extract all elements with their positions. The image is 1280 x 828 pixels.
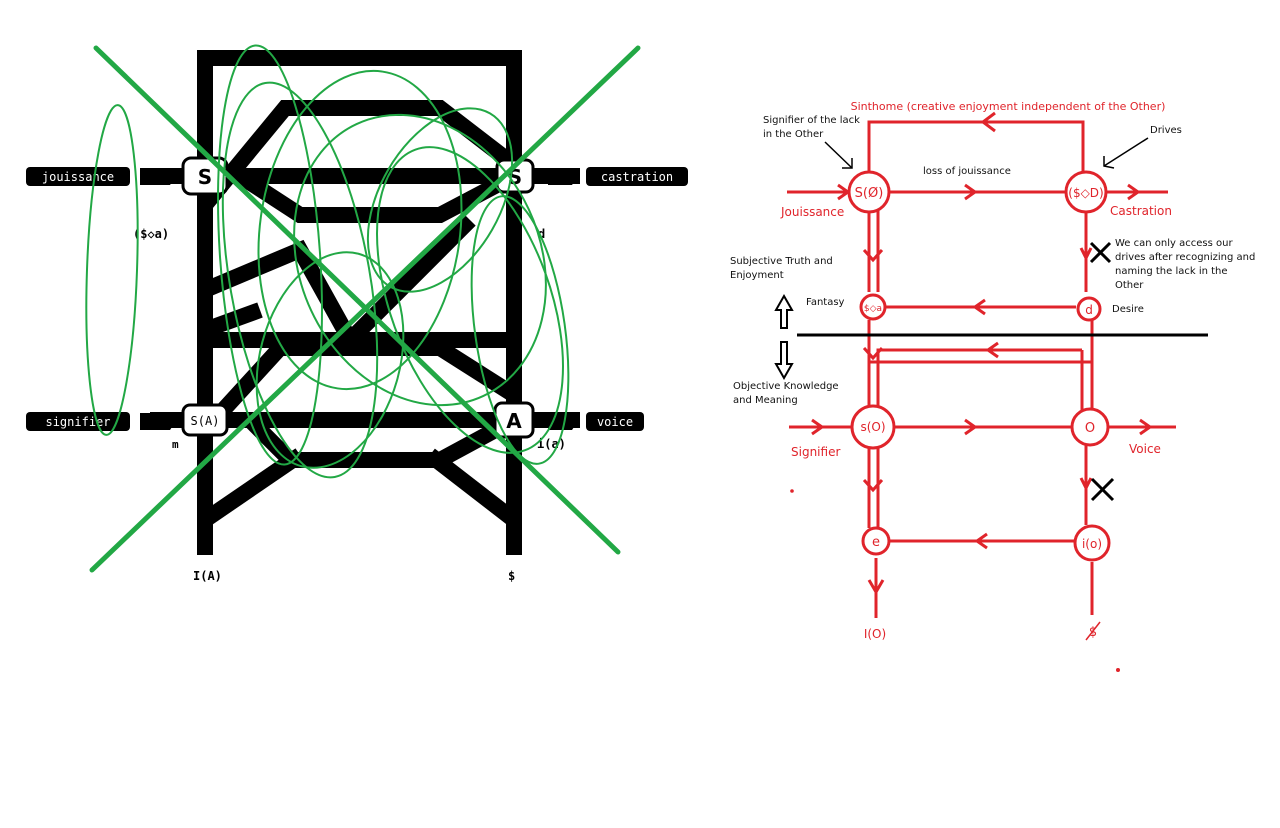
objective-line2: and Meaning bbox=[733, 395, 798, 406]
middle-stub bbox=[202, 302, 263, 338]
drives-note-line2: drives after recognizing and bbox=[1115, 252, 1255, 263]
jouissance-label-red: Jouissance bbox=[780, 205, 844, 219]
drives-note-line1: We can only access our bbox=[1115, 238, 1233, 249]
node-s-barred-o bbox=[847, 170, 891, 214]
node-i-o bbox=[1073, 524, 1111, 562]
big-i-o-label: I(O) bbox=[864, 627, 886, 641]
x-mark-icon bbox=[1089, 241, 1112, 264]
jouissance-label: jouissance bbox=[42, 170, 114, 184]
subjective-line2: Enjoyment bbox=[730, 270, 784, 281]
node-a: A bbox=[493, 401, 535, 439]
svg-text:S(Ø): S(Ø) bbox=[855, 186, 884, 201]
green-scribbles bbox=[85, 44, 570, 479]
d-label: d bbox=[538, 227, 545, 241]
svg-text:($◇D): ($◇D) bbox=[1068, 186, 1103, 200]
node-s-left: S bbox=[181, 156, 229, 196]
castration-label: castration bbox=[601, 170, 673, 184]
upper-loop-top bbox=[198, 100, 519, 211]
black-annotations: Signifier of the lack in the Other Drive… bbox=[730, 115, 1255, 406]
svg-text:O: O bbox=[1085, 421, 1095, 436]
lower-loop-top bbox=[199, 340, 519, 436]
red-dot bbox=[1116, 668, 1120, 672]
objective-line1: Objective Knowledge bbox=[733, 381, 839, 392]
green-cross-out bbox=[89, 45, 641, 573]
loss-of-jouissance-label: loss of jouissance bbox=[923, 166, 1011, 177]
signifier-of-lack-line2: in the Other bbox=[763, 129, 824, 140]
big-i-a-label: I(A) bbox=[193, 569, 222, 583]
castration-tag: castration bbox=[548, 167, 688, 186]
node-e bbox=[861, 526, 891, 556]
svg-text:$◇a: $◇a bbox=[864, 304, 882, 314]
castration-label-red: Castration bbox=[1110, 204, 1172, 218]
red-lines bbox=[787, 120, 1176, 618]
bottom-diag-right bbox=[425, 448, 519, 527]
svg-text:i(o): i(o) bbox=[1082, 537, 1102, 551]
signifier-label: signifier bbox=[45, 415, 110, 429]
up-arrow-icon bbox=[774, 293, 794, 329]
svg-text:e: e bbox=[872, 535, 880, 550]
red-nodes bbox=[847, 170, 1111, 562]
node-s-of-a: S(A) bbox=[181, 403, 229, 437]
node-drive bbox=[1064, 170, 1108, 214]
barred-s-label: $ bbox=[508, 569, 515, 583]
red-arrowheads bbox=[811, 111, 1153, 595]
pointer-arrows bbox=[824, 137, 1149, 169]
red-dot bbox=[790, 489, 794, 493]
svg-text:A: A bbox=[506, 409, 522, 433]
signifier-of-lack-line1: Signifier of the lack bbox=[763, 115, 860, 126]
fantasy-formula-label: ($◇a) bbox=[133, 227, 169, 241]
svg-text:S(A): S(A) bbox=[191, 414, 220, 428]
node-fantasy bbox=[859, 293, 887, 321]
bottom-diag-left bbox=[200, 448, 305, 527]
left-graph-of-desire: jouissance signifier castration voice S … bbox=[26, 44, 688, 583]
svg-text:s(O): s(O) bbox=[860, 420, 885, 434]
red-node-labels: S(Ø) ($◇D) $◇a d s(O) O e i(o) bbox=[855, 186, 1104, 551]
right-graph-redrawn: S(Ø) ($◇D) $◇a d s(O) O e i(o) Sinthome … bbox=[730, 100, 1255, 672]
barred-s-label-red: $ bbox=[1089, 625, 1097, 640]
down-arrow-icon bbox=[774, 341, 794, 381]
svg-text:S: S bbox=[198, 165, 212, 189]
node-d bbox=[1076, 296, 1102, 322]
x-marks bbox=[1089, 241, 1115, 502]
fantasy-label: Fantasy bbox=[806, 297, 845, 308]
middle-cross bbox=[201, 214, 476, 354]
node-o bbox=[1070, 407, 1110, 447]
sinthome-label: Sinthome (creative enjoyment independent… bbox=[851, 100, 1166, 113]
x-mark-icon bbox=[1090, 477, 1115, 502]
barred-s-strike bbox=[1085, 621, 1101, 641]
node-s-o bbox=[850, 404, 896, 450]
svg-text:d: d bbox=[1085, 303, 1093, 317]
jouissance-tag: jouissance bbox=[26, 167, 176, 186]
drives-note-line4: Other bbox=[1115, 280, 1144, 291]
signifier-tag: signifier bbox=[26, 412, 176, 431]
subjective-line1: Subjective Truth and bbox=[730, 256, 833, 267]
drives-note-line3: naming the lack in the bbox=[1115, 266, 1228, 277]
voice-label-red: Voice bbox=[1129, 442, 1161, 456]
signifier-label-red: Signifier bbox=[791, 445, 840, 459]
voice-label: voice bbox=[597, 415, 633, 429]
m-label: m bbox=[172, 438, 179, 451]
drives-label: Drives bbox=[1150, 125, 1182, 136]
desire-label: Desire bbox=[1112, 304, 1144, 315]
